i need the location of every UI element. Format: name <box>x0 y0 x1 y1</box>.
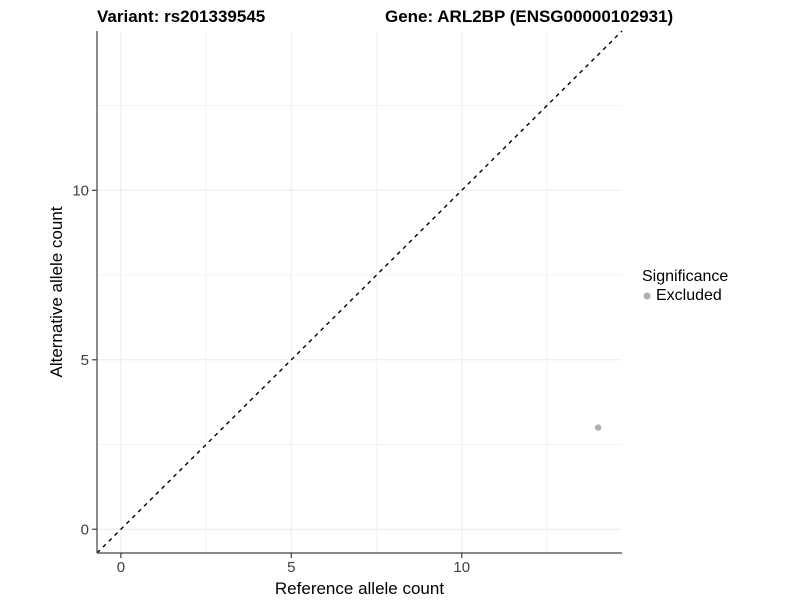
data-point <box>594 424 602 431</box>
x-axis-title: Reference allele count <box>274 579 445 598</box>
y-axis-title: Alternative allele count <box>47 206 66 378</box>
x-tick-label: 0 <box>117 559 125 576</box>
plot-title-gene: Gene: ARL2BP (ENSG00000102931) <box>385 7 674 26</box>
plot-title-variant: Variant: rs201339545 <box>97 7 266 26</box>
legend-point-icon <box>643 292 651 300</box>
x-tick-label: 5 <box>287 559 295 576</box>
identity-line <box>96 30 623 554</box>
y-tick-label: 10 <box>72 182 89 199</box>
legend-title: Significance <box>642 268 729 285</box>
legend: Significance Excluded <box>640 268 728 305</box>
y-tick-label: 0 <box>81 521 89 538</box>
legend-entry: Excluded <box>640 287 728 305</box>
x-tick-label: 10 <box>453 559 470 576</box>
y-tick-label: 5 <box>81 352 89 369</box>
legend-key <box>640 289 654 303</box>
legend-entry-label: Excluded <box>656 287 722 304</box>
